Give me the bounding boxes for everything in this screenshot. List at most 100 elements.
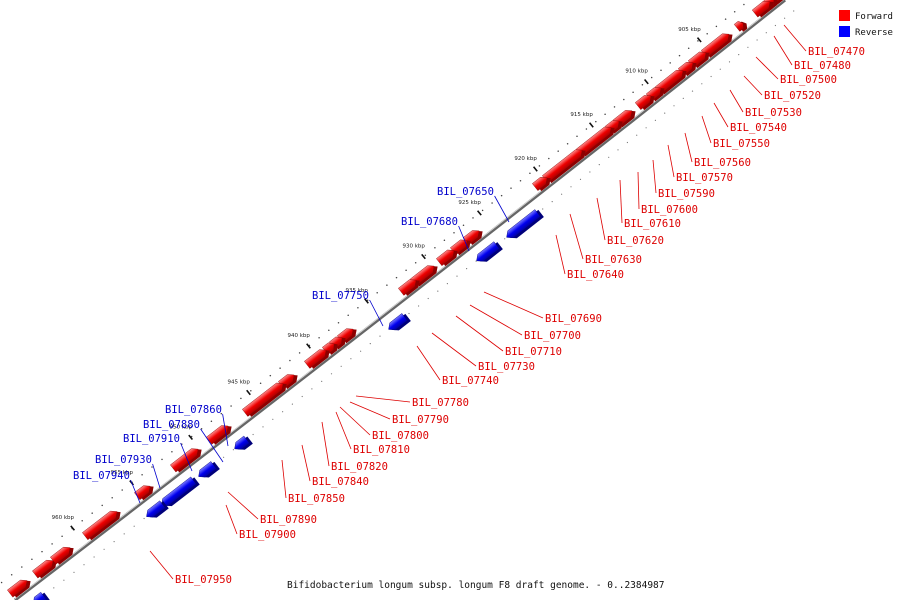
gene-bil-07750[interactable] <box>386 312 411 335</box>
ruler-tick-label: 940 kbp <box>288 333 311 339</box>
strand-dot <box>133 525 135 527</box>
label-bil-07840[interactable]: BIL_07840 <box>312 476 369 488</box>
label-bil-07880[interactable]: BIL_07880 <box>143 419 200 431</box>
label-bil-07900[interactable]: BIL_07900 <box>239 529 296 541</box>
ruler-dot <box>210 420 213 422</box>
ruler-dot <box>279 367 281 369</box>
label-bil-07780[interactable]: BIL_07780 <box>412 397 469 409</box>
ruler-dot <box>395 276 398 279</box>
label-bil-07680[interactable]: BIL_07680 <box>401 216 458 228</box>
label-bil-07520[interactable]: BIL_07520 <box>764 90 821 102</box>
gene-bil-07840[interactable] <box>242 378 289 418</box>
label-bil-07940[interactable]: BIL_07940 <box>73 470 130 482</box>
label-bil-07810[interactable]: BIL_07810 <box>353 444 410 456</box>
leader-line <box>743 75 763 96</box>
ruler-dot <box>240 397 242 400</box>
gene-bil-07650[interactable] <box>504 208 544 243</box>
gene-body <box>242 382 284 417</box>
label-bil-07910[interactable]: BIL_07910 <box>123 433 180 445</box>
gene-bil-07950[interactable] <box>82 507 123 542</box>
gene-body <box>733 21 744 32</box>
label-bil-07500[interactable]: BIL_07500 <box>780 74 837 86</box>
label-bil-07530[interactable]: BIL_07530 <box>745 107 802 119</box>
label-bil-07610[interactable]: BIL_07610 <box>624 218 681 230</box>
gene-body <box>436 249 455 266</box>
ruler-dot <box>10 574 13 576</box>
gene-bil-07860[interactable] <box>232 434 253 454</box>
label-bil-07570[interactable]: BIL_07570 <box>676 172 733 184</box>
gene-body <box>7 579 28 598</box>
ruler-dot <box>491 202 493 204</box>
leader-line <box>180 442 193 472</box>
label-bil-07740[interactable]: BIL_07740 <box>442 375 499 387</box>
ruler-dot <box>259 382 262 384</box>
strand-dot <box>311 388 313 390</box>
gene-bil-07520[interactable] <box>733 18 749 33</box>
gene-bil-07940[interactable] <box>31 591 50 600</box>
label-bil-07890[interactable]: BIL_07890 <box>260 514 317 526</box>
legend-swatch-forward <box>839 10 850 21</box>
label-bil-07790[interactable]: BIL_07790 <box>392 414 449 426</box>
label-bil-07800[interactable]: BIL_07800 <box>372 430 429 442</box>
label-bil-07550[interactable]: BIL_07550 <box>713 138 770 150</box>
label-bil-07590[interactable]: BIL_07590 <box>658 188 715 200</box>
label-bil-07690[interactable]: BIL_07690 <box>545 313 602 325</box>
strand-dot <box>728 61 731 63</box>
gene-bil-07850[interactable] <box>206 421 234 446</box>
label-bil-07950[interactable]: BIL_07950 <box>175 574 232 586</box>
gene-bil-07500[interactable] <box>751 0 776 19</box>
gene-bil-07900[interactable] <box>134 481 156 502</box>
label-bil-07650[interactable]: BIL_07650 <box>437 186 494 198</box>
ruler-dot <box>510 187 512 189</box>
strand-dot <box>664 112 666 114</box>
gene-bil-07680[interactable] <box>474 240 503 266</box>
gene-bil-07590[interactable] <box>634 91 657 112</box>
label-bil-07860[interactable]: BIL_07860 <box>165 404 222 416</box>
gene-unlabeled-2[interactable] <box>7 576 33 600</box>
label-bil-07630[interactable]: BIL_07630 <box>585 254 642 266</box>
ruler-dot <box>405 269 407 271</box>
label-bil-07850[interactable]: BIL_07850 <box>288 493 345 505</box>
ruler-dot <box>31 558 33 561</box>
gene-unlabeled-1[interactable] <box>50 543 76 567</box>
strand-dot <box>765 32 767 34</box>
ruler-tick <box>364 298 369 304</box>
label-bil-07750[interactable]: BIL_07750 <box>312 290 369 302</box>
ruler-dot <box>0 581 3 584</box>
leader-line <box>321 421 330 467</box>
label-bil-07540[interactable]: BIL_07540 <box>730 122 787 134</box>
label-bil-07700[interactable]: BIL_07700 <box>524 330 581 342</box>
position-ruler: 905 kbp 910 kbp 915 kbp 920 kbp 925 kbp 930 k… <box>0 3 795 597</box>
gene-bil-07930[interactable] <box>144 499 169 522</box>
label-bil-07480[interactable]: BIL_07480 <box>794 60 851 72</box>
ruler-dot <box>650 76 653 79</box>
leader-line <box>369 299 384 327</box>
ruler-dot <box>424 254 427 256</box>
label-bil-07640[interactable]: BIL_07640 <box>567 269 624 281</box>
gene-bil-07710[interactable] <box>436 245 460 267</box>
gene-unlabeled-0[interactable] <box>32 556 59 580</box>
label-bil-07820[interactable]: BIL_07820 <box>331 461 388 473</box>
ruler-dot <box>101 504 103 507</box>
ruler-dot <box>500 194 503 197</box>
leader-line <box>339 406 371 436</box>
label-bil-07470[interactable]: BIL_07470 <box>808 46 865 58</box>
ruler-dot <box>669 62 671 64</box>
strand-dot <box>223 456 225 458</box>
gene-bil-07640[interactable] <box>532 173 553 193</box>
ruler-dot <box>743 3 745 6</box>
leader-line <box>783 24 807 52</box>
label-bil-07600[interactable]: BIL_07600 <box>641 204 698 216</box>
strand-dot <box>608 156 610 158</box>
label-bil-07730[interactable]: BIL_07730 <box>478 361 535 373</box>
gene-bil-07810[interactable] <box>304 345 332 370</box>
label-bil-07560[interactable]: BIL_07560 <box>694 157 751 169</box>
label-bil-07930[interactable]: BIL_07930 <box>95 454 152 466</box>
label-bil-07710[interactable]: BIL_07710 <box>505 346 562 358</box>
ruler-dot <box>641 84 644 86</box>
gene-bil-07740[interactable] <box>398 275 422 297</box>
label-bil-07620[interactable]: BIL_07620 <box>607 235 664 247</box>
gene-bil-07880[interactable] <box>196 460 220 482</box>
ruler-dot <box>250 390 252 392</box>
ruler-dot <box>200 428 203 430</box>
